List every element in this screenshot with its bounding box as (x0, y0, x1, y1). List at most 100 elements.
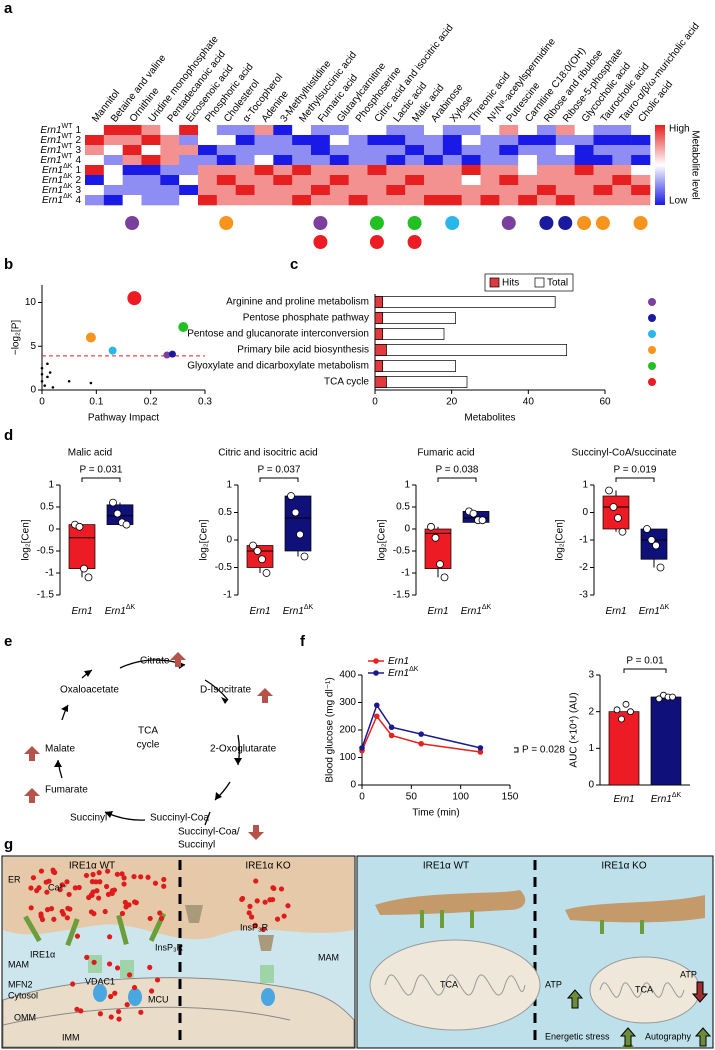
heatmap-cell (386, 145, 406, 156)
heatmap-cell (424, 195, 444, 206)
heatmap-cell (273, 195, 293, 206)
calcium-ion (138, 1009, 144, 1015)
heatmap-cell (311, 175, 331, 186)
node-label: Succinyl-Coa (150, 813, 209, 824)
heatmap-cell (386, 155, 406, 166)
heatmap-cell (593, 175, 613, 186)
bar (374, 376, 387, 388)
y-tick-label: -1 (45, 568, 54, 579)
point (287, 492, 295, 500)
heatmap-cell (461, 135, 481, 146)
heatmap-cell (442, 195, 462, 206)
heatmap-cell (612, 125, 632, 136)
heatmap-cell (273, 185, 293, 196)
calcium-ion (108, 1014, 114, 1020)
heatmap-cell (216, 165, 236, 176)
node-label: Fumarate (45, 785, 88, 796)
heatmap-cell (122, 135, 142, 146)
er-tubule (565, 895, 705, 923)
box (68, 524, 96, 569)
heatmap-cell (160, 145, 180, 156)
calcium-ion (107, 934, 113, 940)
illustration-title: IRE1α WT (423, 861, 469, 872)
calcium-ion (76, 884, 82, 891)
chart-title: Succinyl-CoA/succinate (571, 448, 676, 459)
pathway-dot (648, 314, 656, 322)
point (418, 740, 425, 747)
heatmap-cell (311, 145, 331, 156)
heatmap-cell (367, 145, 387, 156)
bar (650, 696, 682, 786)
ire1 (440, 910, 444, 928)
heatmap-cell (480, 175, 500, 186)
row-label-rep: 2 (75, 175, 81, 186)
heatmap-cell (216, 185, 236, 196)
heatmap-cell (480, 135, 500, 146)
row-label-sup: WT (62, 143, 74, 150)
point (178, 322, 189, 332)
point (656, 563, 665, 572)
ire1 (420, 910, 424, 928)
heatmap-cell (537, 155, 557, 166)
pathway-dot (369, 216, 384, 230)
x-tick-label: Ern1ΔK (639, 604, 670, 617)
heatmap-cell (461, 165, 481, 176)
y-tick-label: 3 (588, 670, 594, 681)
heatmap-cell (405, 155, 425, 166)
heatmap-cell (122, 195, 142, 206)
heatmap-cell (461, 185, 481, 196)
panel-label: a (4, 0, 13, 17)
node-label: Citrate (140, 656, 170, 667)
heatmap-cell (141, 135, 161, 146)
x-tick-label: Ern1ΔK (105, 604, 136, 617)
heatmap-cell (103, 145, 123, 156)
point (40, 372, 44, 376)
row-label-sup: ΔK (63, 173, 73, 180)
point (609, 503, 618, 511)
calcium-ion (90, 871, 96, 878)
calcium-ion (121, 875, 127, 881)
row-label-rep: 3 (75, 185, 81, 196)
heatmap-cell (329, 195, 349, 206)
heatmap-cell (574, 185, 594, 196)
calcium-ion (65, 905, 71, 911)
heatmap-cell (631, 195, 651, 206)
point (618, 715, 625, 723)
heatmap-cell (235, 155, 255, 166)
heatmap-cell (122, 175, 142, 186)
pathway-dot (445, 216, 460, 230)
point (440, 573, 449, 582)
heatmap-cell (103, 125, 123, 136)
heatmap-cell (254, 125, 274, 136)
pathway-dot (501, 216, 516, 230)
point (374, 702, 380, 709)
calcium-ion (39, 916, 46, 923)
heatmap-cell (85, 135, 105, 146)
calcium-ion (97, 1011, 104, 1017)
point (652, 541, 660, 550)
heatmap-cell (424, 175, 444, 186)
pathway-dot (407, 235, 422, 249)
cristae (599, 982, 685, 998)
pathway-dot (633, 216, 648, 230)
point (46, 362, 49, 366)
heatmap-cell (518, 155, 538, 166)
heatmap-cell (329, 165, 349, 176)
node-label: 2-Oxoglutarate (210, 744, 277, 755)
category-label: TCA cycle (324, 377, 369, 388)
point (262, 569, 271, 577)
calcium-ion (74, 933, 81, 939)
center-label: cycle (137, 740, 160, 751)
heatmap-cell (499, 155, 519, 166)
up-arrow (257, 688, 273, 703)
x-tick-label-sup: ΔK (672, 792, 682, 799)
calcium-ion (83, 872, 90, 879)
row-label-sup: ΔK (63, 183, 73, 190)
calcium-ion (126, 902, 132, 908)
heatmap-cell (442, 185, 462, 196)
calcium-ion (252, 922, 258, 928)
calcium-ion (274, 916, 281, 922)
illustration-label: MAM (318, 952, 339, 962)
x-axis-label: Metabolites (464, 413, 515, 424)
